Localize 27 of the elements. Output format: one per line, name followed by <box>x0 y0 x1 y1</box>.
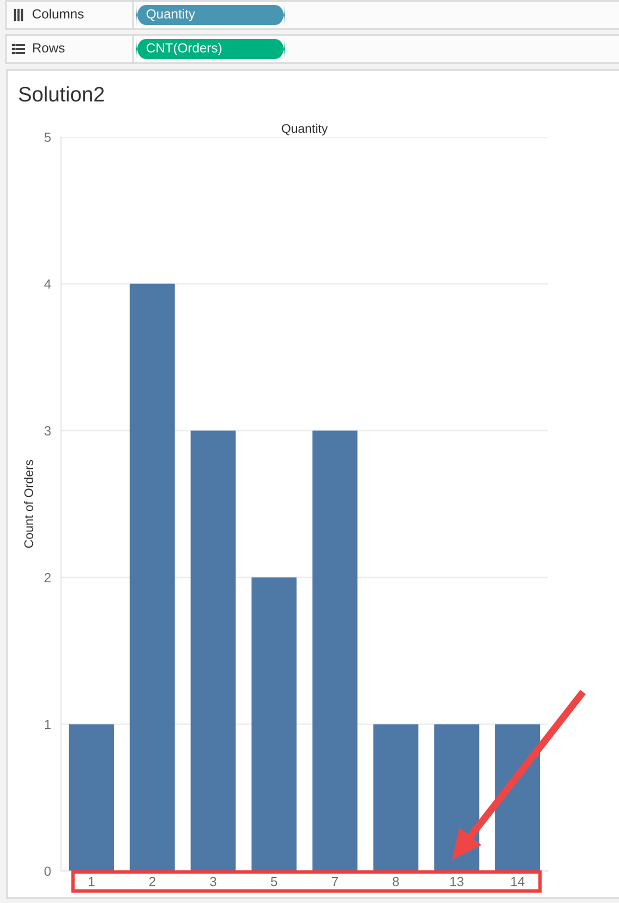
x-tick-label: 1 <box>88 877 94 886</box>
chart-title: Solution2 <box>18 86 104 102</box>
x-axis-title: Quantity <box>282 124 328 136</box>
text: Rows <box>33 43 65 53</box>
y-tick-label: 0 <box>44 866 51 876</box>
y-tick-label: 1 <box>44 720 51 729</box>
x-tick-label: 2 <box>149 876 156 886</box>
text: CNT(Orders) <box>146 42 222 56</box>
y-tick-label: 3 <box>44 426 51 436</box>
x-tick-label: 8 <box>392 876 399 886</box>
y-tick-label: 4 <box>44 280 51 289</box>
bar <box>373 724 418 871</box>
x-tick-label: 5 <box>270 877 278 886</box>
bar <box>312 430 358 871</box>
text: Columns <box>32 8 84 19</box>
bar <box>252 577 297 871</box>
x-tick-label: 13 <box>450 876 464 886</box>
y-tick-label: 2 <box>44 572 51 582</box>
text: Quantity <box>146 8 196 22</box>
x-tick-label: 7 <box>332 877 338 886</box>
y-tick-label: 5 <box>44 132 51 142</box>
x-tick-label: 3 <box>210 876 216 886</box>
x-tick-label: 14 <box>511 877 525 886</box>
bar <box>130 284 175 871</box>
y-axis-title: Count of Orders <box>24 460 34 548</box>
bar <box>68 724 114 871</box>
bar <box>190 430 236 871</box>
